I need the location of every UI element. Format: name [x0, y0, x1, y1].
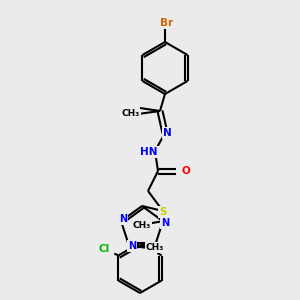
Text: N: N	[119, 214, 127, 224]
Text: N: N	[161, 218, 169, 228]
Text: S: S	[159, 207, 167, 217]
Text: N: N	[128, 241, 136, 251]
Text: N: N	[148, 243, 156, 253]
Text: Cl: Cl	[99, 244, 110, 254]
Text: CH₃: CH₃	[146, 243, 164, 252]
Text: CH₃: CH₃	[133, 221, 151, 230]
Text: O: O	[182, 166, 190, 176]
Text: HN: HN	[140, 147, 158, 157]
Text: CH₃: CH₃	[122, 110, 140, 118]
Text: Br: Br	[160, 18, 174, 28]
Text: N: N	[163, 128, 171, 138]
